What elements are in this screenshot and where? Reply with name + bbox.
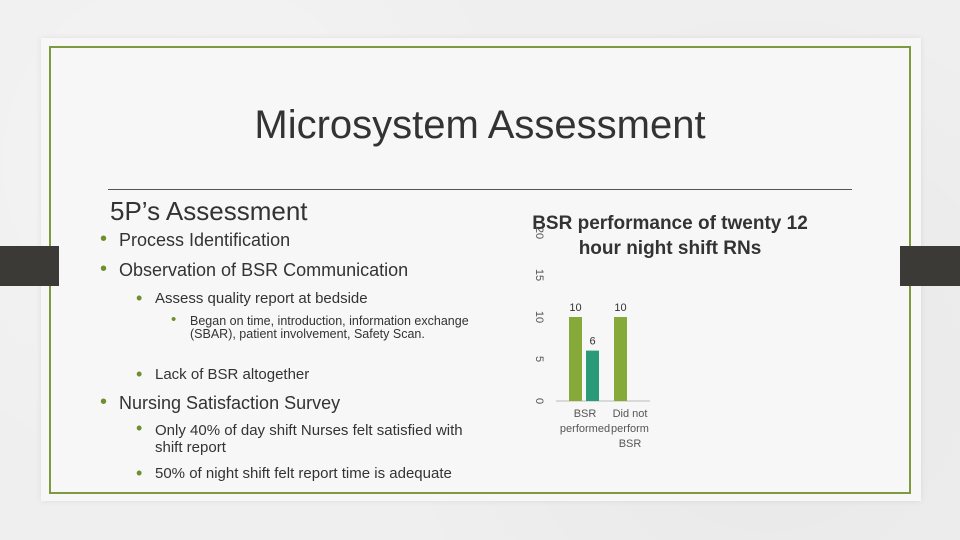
right-tab-decoration bbox=[900, 246, 960, 286]
y-tick-label: 0 bbox=[533, 398, 545, 404]
category-label: BSR performed bbox=[559, 408, 611, 435]
bullet-dot-icon: • bbox=[171, 311, 177, 328]
y-tick-label: 10 bbox=[533, 311, 545, 323]
bullet-dot-icon: • bbox=[136, 364, 143, 384]
bullet-dot-icon: • bbox=[100, 258, 108, 280]
category-label: Did not perform BSR bbox=[611, 408, 649, 450]
data-label: 10 bbox=[569, 302, 581, 314]
bar bbox=[569, 317, 582, 401]
bullet-item: • Observation of BSR Communication bbox=[100, 258, 409, 281]
bullet-text: Began on time, introduction, information… bbox=[190, 314, 469, 341]
bullet-item: • Only 40% of day shift Nurses felt sati… bbox=[136, 419, 475, 456]
bullet-item: • Process Identification bbox=[100, 228, 291, 251]
bullet-item: • Lack of BSR altogether bbox=[136, 364, 310, 384]
section-subheading: 5P’s Assessment bbox=[110, 196, 308, 226]
bullet-item: • Assess quality report at bedside bbox=[136, 288, 368, 308]
bullet-item: • Began on time, introduction, informati… bbox=[171, 312, 485, 341]
left-tab-decoration bbox=[0, 246, 59, 286]
bullet-text: Observation of BSR Communication bbox=[119, 260, 409, 280]
bullet-text: Only 40% of day shift Nurses felt satisf… bbox=[155, 422, 463, 456]
bullet-dot-icon: • bbox=[136, 463, 143, 483]
bullet-text: Assess quality report at bedside bbox=[155, 290, 368, 307]
bullet-item: • 50% of night shift felt report time is… bbox=[136, 463, 452, 483]
bullet-dot-icon: • bbox=[100, 391, 108, 413]
slide-title: Microsystem Assessment bbox=[254, 103, 706, 147]
y-tick-label: 5 bbox=[533, 356, 545, 362]
title-divider bbox=[108, 189, 852, 190]
bullet-dot-icon: • bbox=[136, 418, 143, 438]
y-tick-label: 15 bbox=[533, 269, 545, 281]
bullet-dot-icon: • bbox=[100, 228, 108, 250]
bullet-text: 50% of night shift felt report time is a… bbox=[155, 465, 452, 482]
bullet-text: Process Identification bbox=[119, 230, 291, 250]
chart-title: BSR performance of twenty 12 hour night … bbox=[532, 213, 808, 259]
slide-paper bbox=[41, 38, 921, 501]
data-label: 10 bbox=[614, 302, 626, 314]
y-tick-label: 20 bbox=[533, 227, 545, 239]
bullet-item: • Nursing Satisfaction Survey bbox=[100, 391, 341, 414]
bullet-text: Nursing Satisfaction Survey bbox=[119, 393, 341, 413]
bullet-text: Lack of BSR altogether bbox=[155, 366, 310, 383]
bullet-dot-icon: • bbox=[136, 288, 143, 308]
data-label: 6 bbox=[589, 336, 595, 348]
bar bbox=[586, 350, 599, 401]
bar bbox=[614, 317, 627, 401]
